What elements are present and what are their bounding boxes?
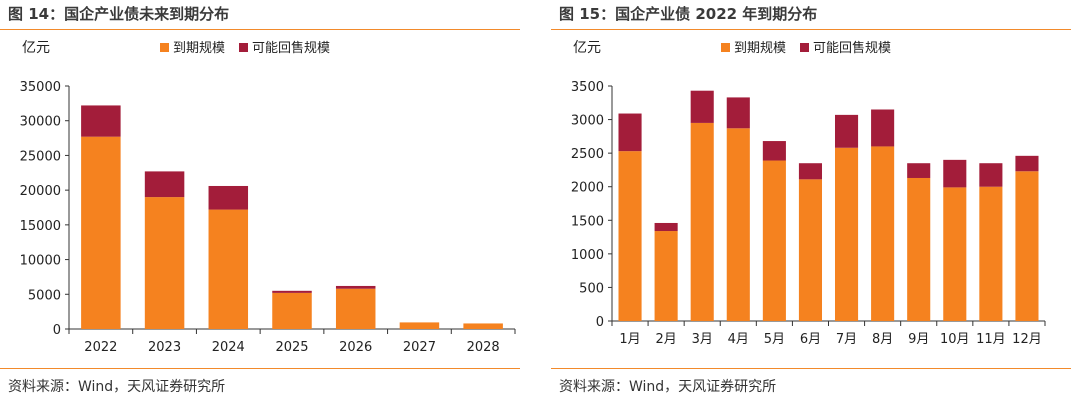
x-tick-label: 2024 (212, 340, 245, 355)
bar-segment (618, 113, 642, 152)
x-tick-label: 7月 (836, 332, 857, 347)
bar-segment (762, 160, 786, 321)
x-tick-label: 2025 (275, 340, 308, 355)
figure-title: 图 14：国企产业债未来到期分布 (8, 5, 230, 23)
y-tick-label: 0 (596, 315, 604, 330)
bar-segment (335, 285, 376, 289)
x-tick-label: 2023 (148, 340, 181, 355)
x-tick-label: 8月 (872, 332, 893, 347)
source-note: 资料来源：Wind，天风证券研究所 (559, 379, 777, 395)
x-tick-label: 1月 (619, 332, 640, 347)
x-tick-label: 2026 (339, 340, 372, 355)
bar-segment (798, 179, 823, 321)
bar-segment (272, 292, 312, 329)
bar-segment (1015, 155, 1039, 172)
bar-segment (81, 136, 121, 329)
y-tick-label: 1500 (571, 214, 604, 229)
legend-label: 到期规模 (734, 41, 786, 56)
bar-segment (144, 197, 185, 329)
y-tick-label: 500 (579, 281, 604, 296)
bar-segment (798, 163, 823, 180)
bar-segment (834, 114, 859, 148)
x-tick-label: 6月 (800, 332, 821, 347)
figure-14-panel: 图 14：国企产业债未来到期分布 亿元 到期规模 可能回售规模 0 5000 10000 1… (0, 0, 520, 403)
x-tick-label: 2月 (655, 332, 676, 347)
bar-segment (272, 290, 312, 293)
y-tick-label: 25000 (20, 149, 61, 164)
y-tick-label: 3500 (571, 80, 604, 95)
legend-swatch (160, 43, 169, 52)
bar-segment (81, 105, 121, 137)
x-tick-label: 9月 (908, 332, 929, 347)
bar-segment (871, 146, 895, 321)
y-tick-label: 2500 (571, 147, 604, 162)
bar-segment (1015, 171, 1039, 321)
bar-segment (690, 90, 714, 123)
x-tick-label: 12月 (1012, 332, 1042, 347)
figure-title: 图 15：国企产业债 2022 年到期分布 (559, 5, 818, 23)
legend-swatch (800, 43, 809, 52)
y-tick-label: 30000 (20, 115, 61, 130)
legend-label: 到期规模 (173, 41, 225, 56)
bar-segment (335, 288, 376, 329)
bar-segment (762, 141, 786, 161)
legend-swatch (239, 43, 248, 52)
x-tick-label: 11月 (976, 332, 1006, 347)
bar-segment (399, 322, 440, 329)
y-tick-label: 15000 (20, 219, 61, 234)
bar-segment (943, 159, 967, 188)
bar-segment (979, 186, 1003, 321)
unit-label: 亿元 (573, 40, 601, 56)
source-note: 资料来源：Wind，天风证券研究所 (8, 379, 226, 395)
bar-segment (943, 187, 967, 321)
x-tick-label: 4月 (728, 332, 749, 347)
chart-14-svg: 亿元 到期规模 可能回售规模 0 5000 10000 15000 20000 25000 300… (20, 40, 516, 355)
bar-segment (726, 97, 750, 129)
x-tick-label: 5月 (764, 332, 785, 347)
x-tick-label: 2027 (403, 340, 436, 355)
bar-segment (834, 147, 859, 321)
bar-segment (144, 171, 185, 198)
bar-segment (208, 209, 249, 329)
y-tick-label: 2000 (571, 181, 604, 196)
legend-label: 可能回售规模 (252, 40, 330, 56)
bar-segment (654, 222, 678, 232)
x-tick-label: 2022 (84, 340, 117, 355)
bar-segment (907, 177, 931, 321)
y-tick-label: 0 (53, 323, 61, 338)
legend-swatch (721, 43, 730, 52)
x-tick-label: 2028 (467, 340, 500, 355)
bar-segment (463, 323, 503, 329)
figure-15-panel: 图 15：国企产业债 2022 年到期分布 亿元 到期规模 可能回售规模 0 500 10… (551, 0, 1071, 403)
bar-segment (208, 185, 249, 210)
y-tick-label: 20000 (20, 184, 61, 199)
x-tick-label: 10月 (940, 332, 970, 347)
bar-segment (726, 128, 750, 321)
bar-segment (690, 122, 714, 321)
y-tick-label: 5000 (28, 288, 61, 303)
bar-segment (654, 231, 678, 321)
bar-segment (618, 151, 642, 321)
bar-segment (979, 163, 1003, 187)
chart-15-svg: 亿元 到期规模 可能回售规模 0 500 1000 1500 2000 2500 3000 3500… (571, 40, 1046, 347)
source-divider (551, 368, 1071, 369)
y-tick-label: 3000 (571, 114, 604, 129)
bar-segment (871, 109, 895, 147)
bar-segment (907, 163, 931, 178)
title-divider (551, 29, 1071, 30)
source-divider (0, 368, 520, 369)
y-tick-label: 35000 (20, 80, 61, 95)
unit-label: 亿元 (22, 40, 50, 56)
y-tick-label: 10000 (20, 254, 61, 269)
legend-label: 可能回售规模 (813, 40, 891, 56)
title-divider (0, 29, 520, 30)
y-tick-label: 1000 (571, 248, 604, 263)
x-tick-label: 3月 (692, 332, 713, 347)
